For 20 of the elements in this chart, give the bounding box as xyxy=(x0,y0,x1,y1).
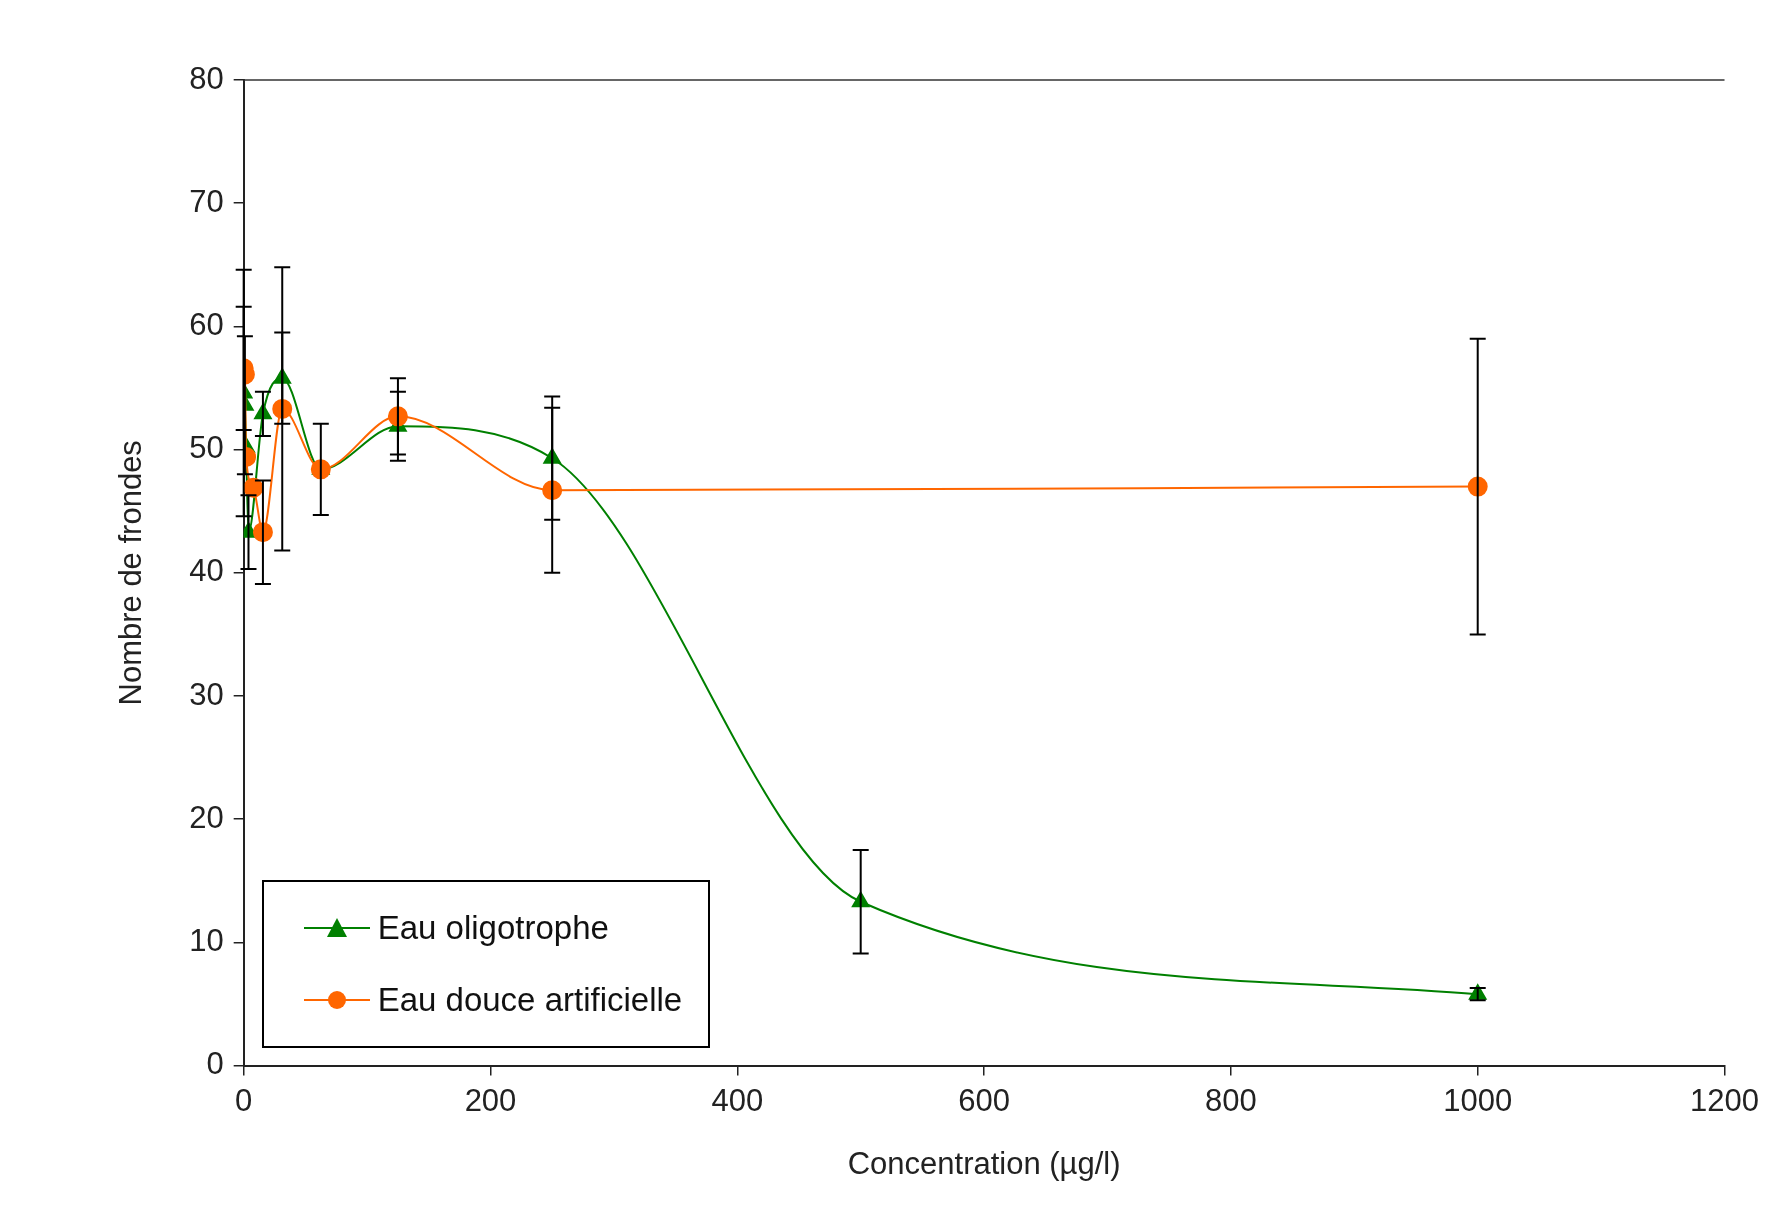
x-tick-label: 200 xyxy=(464,1082,517,1118)
legend-label: Eau oligotrophe xyxy=(377,908,609,947)
y-tick-label: 20 xyxy=(189,799,224,835)
y-tick-label: 70 xyxy=(189,183,224,219)
x-tick-label: 600 xyxy=(958,1082,1010,1118)
legend-label: Eau douce artificielle xyxy=(377,980,683,1019)
x-tick-label: 1200 xyxy=(1690,1082,1759,1118)
y-tick-label: 10 xyxy=(189,922,224,958)
y-tick-label: 40 xyxy=(189,553,224,589)
y-axis-title: Nombre de frondes xyxy=(113,440,149,706)
x-tick-label: 1000 xyxy=(1443,1082,1513,1118)
x-tick-label: 800 xyxy=(1205,1082,1257,1118)
x-tick-label: 400 xyxy=(711,1082,764,1118)
y-tick-label: 0 xyxy=(206,1046,224,1082)
x-tick-label: 0 xyxy=(235,1082,253,1118)
x-axis-title: Concentration (µg/l) xyxy=(847,1145,1121,1181)
y-tick-label: 80 xyxy=(189,60,224,96)
y-tick-label: 50 xyxy=(189,430,224,466)
y-tick-label: 30 xyxy=(189,676,224,712)
y-tick-label: 60 xyxy=(189,306,224,342)
